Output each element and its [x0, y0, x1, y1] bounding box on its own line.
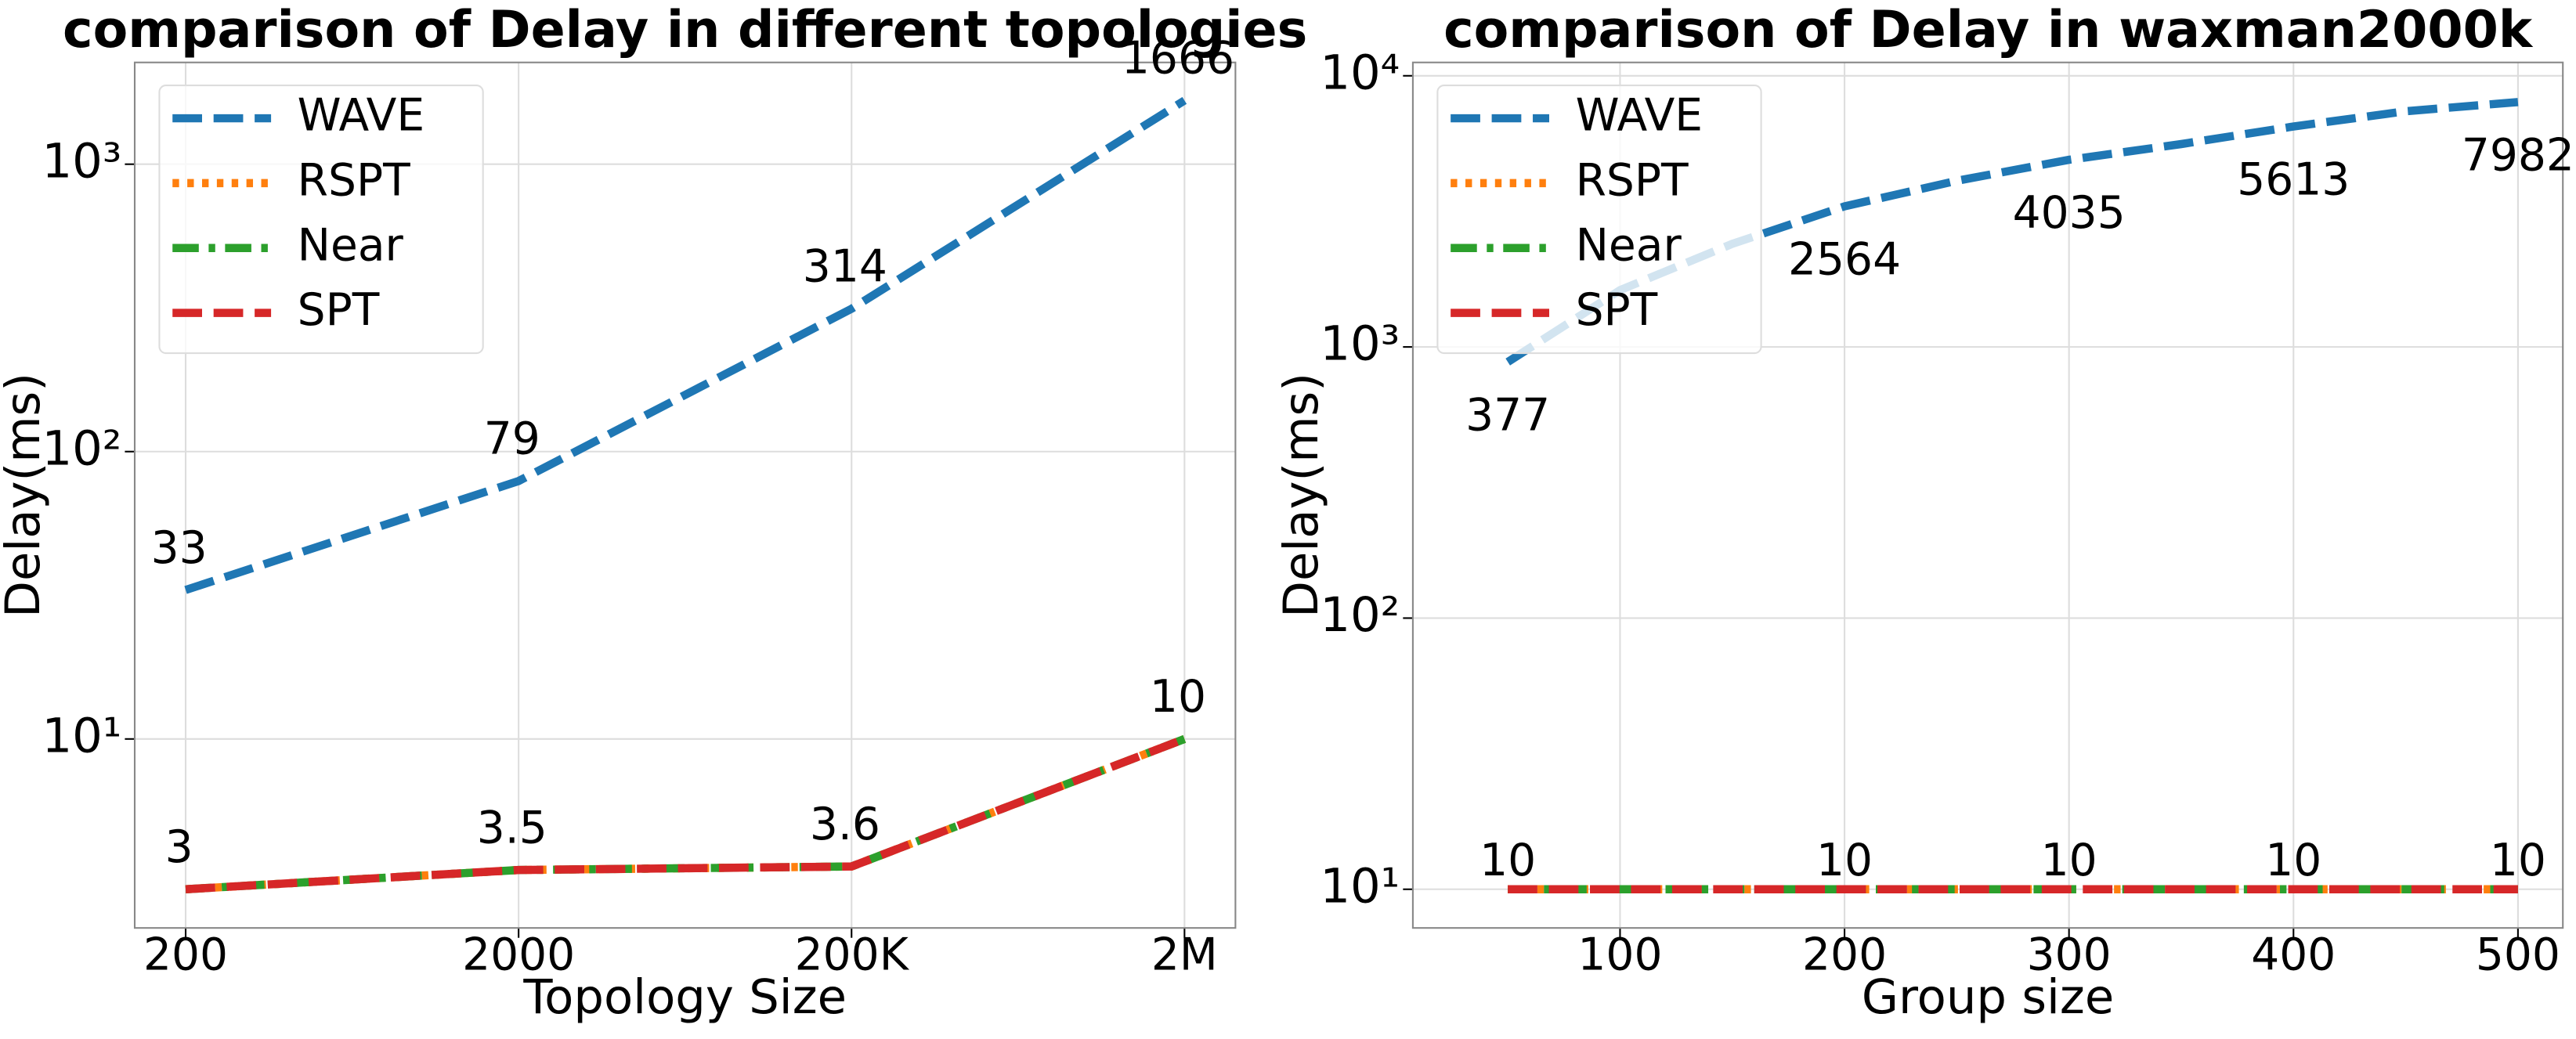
legend-label: WAVE	[298, 90, 425, 142]
x-tick-label: 2M	[1151, 929, 1218, 981]
data-label: 3.5	[477, 802, 547, 853]
data-label: 1666	[1122, 33, 1234, 85]
legend-label: RSPT	[298, 155, 410, 207]
annotation: 2564	[1788, 233, 1901, 285]
y-tick-label: 10²	[1320, 588, 1400, 643]
y-axis-label: Delay(ms)	[0, 373, 51, 618]
x-tick-label: 300	[2027, 929, 2112, 981]
annotation: 4035	[2013, 187, 2126, 239]
chart: 200 2000 200K 2M 10¹ 10² 10³ comparison of Dela…	[0, 1, 1307, 1025]
chart-title: comparison of Delay in waxman2000k	[1443, 1, 2534, 60]
x-tick-label: 200	[1802, 929, 1887, 981]
legend-label: Near	[1576, 219, 1682, 271]
annotation: 5613	[2237, 154, 2350, 206]
x-axis-label: Topology Size	[522, 970, 847, 1025]
data-label: 33	[151, 522, 208, 574]
series-line	[185, 734, 1187, 893]
legend-label: RSPT	[1576, 155, 1689, 207]
plot-frame	[1411, 61, 2564, 929]
x-tick-label: 400	[2251, 929, 2336, 981]
data-label: 79	[484, 413, 540, 465]
plot-frame	[133, 61, 1237, 929]
annotation: 10	[2490, 835, 2546, 886]
chart: 100 200 300 400 500 10¹ 10² 10³ 10⁴ comparison of…	[1274, 1, 2574, 1025]
x-axis-label: Group size	[1862, 970, 2114, 1025]
legend-label: Near	[298, 219, 404, 271]
legend-box	[1436, 85, 1762, 355]
y-tick-label: 10⁴	[1320, 45, 1400, 100]
x-tick-label: 100	[1577, 929, 1662, 981]
annotation: 7982	[2462, 129, 2574, 181]
series-line	[1505, 98, 2519, 366]
y-tick-label: 10³	[42, 134, 121, 189]
y-axis-label: Delay(ms)	[1274, 373, 1329, 618]
series-line	[184, 96, 1187, 594]
annotation: 10	[1479, 835, 1536, 886]
legend-box	[158, 85, 484, 355]
y-tick-label: 10²	[42, 421, 121, 476]
annotation: 10	[2041, 835, 2097, 886]
annotation: 377	[1465, 389, 1550, 441]
data-label: 3.6	[810, 799, 880, 850]
legend-label: SPT	[298, 284, 380, 336]
chart-title: comparison of Delay in different topolog…	[63, 1, 1307, 60]
annotation: 10	[1816, 835, 1873, 886]
y-tick-label: 10³	[1320, 317, 1400, 372]
data-label: 10	[1150, 671, 1206, 723]
annotation: 10	[2265, 835, 2321, 886]
data-label: 314	[803, 241, 887, 293]
x-tick-label: 500	[2476, 929, 2560, 981]
legend-label: SPT	[1576, 284, 1658, 336]
y-tick-label: 10¹	[42, 709, 121, 763]
y-tick-label: 10¹	[1320, 859, 1400, 914]
x-tick-label: 200K	[795, 929, 910, 981]
legend-label: WAVE	[1576, 90, 1703, 142]
x-tick-label: 2000	[462, 929, 575, 981]
data-label: 3	[165, 821, 193, 873]
x-tick-label: 200	[143, 929, 228, 981]
